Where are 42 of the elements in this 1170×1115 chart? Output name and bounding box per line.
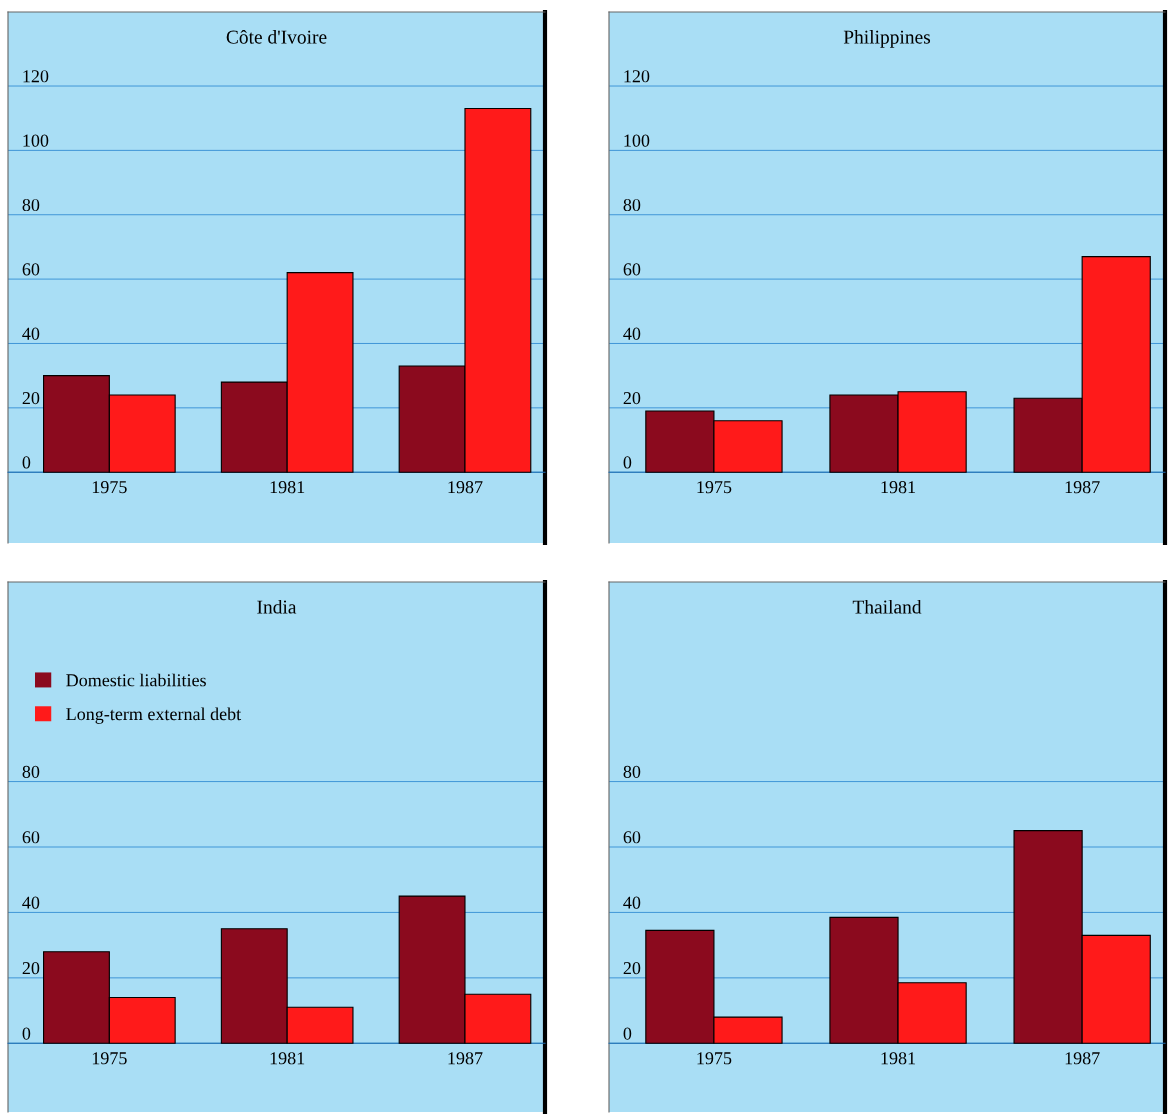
- y-tick-label: 0: [623, 1027, 632, 1040]
- text: Côte d'Ivoire: [226, 29, 327, 44]
- y-tick-label: 80: [623, 765, 641, 778]
- y-tick-label: 40: [22, 896, 40, 909]
- y-tick-label: 0: [623, 456, 632, 469]
- x-tick-label: 1987: [448, 481, 483, 494]
- y-tick-label: 120: [624, 70, 650, 83]
- y-tick-label: 100: [23, 134, 49, 147]
- y-tick-label: 120: [23, 70, 49, 83]
- text: Thailand: [852, 599, 922, 614]
- x-tick-label: 1987: [1065, 481, 1100, 494]
- x-tick-label: 1987: [1065, 1052, 1100, 1065]
- y-tick-label: 80: [623, 198, 641, 212]
- y-tick-label: 40: [623, 896, 641, 909]
- y-tick-label: 100: [624, 134, 650, 147]
- x-tick-label: 1987: [448, 1052, 483, 1065]
- x-tick-label: 1981: [270, 1052, 305, 1065]
- x-tick-label: 1975: [697, 1052, 732, 1065]
- legend-label: Long-term external debt: [66, 707, 242, 724]
- y-tick-label: 0: [22, 456, 31, 469]
- y-tick-label: 80: [22, 198, 40, 212]
- y-tick-label: 20: [22, 962, 40, 975]
- y-tick-label: 20: [623, 391, 641, 405]
- y-tick-label: 60: [623, 831, 641, 844]
- text: Philippines: [843, 30, 931, 48]
- y-tick-label: 40: [623, 327, 641, 340]
- x-tick-label: 1981: [270, 481, 305, 494]
- y-tick-label: 60: [623, 263, 641, 276]
- y-tick-label: 20: [623, 962, 641, 975]
- y-tick-label: 40: [22, 327, 40, 340]
- y-tick-label: 20: [22, 391, 40, 405]
- x-tick-label: 1975: [92, 481, 127, 494]
- legend-label: Domestic liabilities: [66, 673, 206, 687]
- x-tick-label: 1981: [881, 481, 916, 494]
- y-tick-label: 60: [22, 831, 40, 844]
- x-tick-label: 1975: [92, 1052, 127, 1065]
- x-tick-label: 1981: [881, 1052, 916, 1065]
- y-tick-label: 0: [22, 1027, 31, 1040]
- x-tick-label: 1975: [697, 481, 732, 494]
- y-tick-label: 60: [22, 263, 40, 276]
- y-tick-label: 80: [22, 765, 40, 778]
- text: India: [257, 599, 297, 614]
